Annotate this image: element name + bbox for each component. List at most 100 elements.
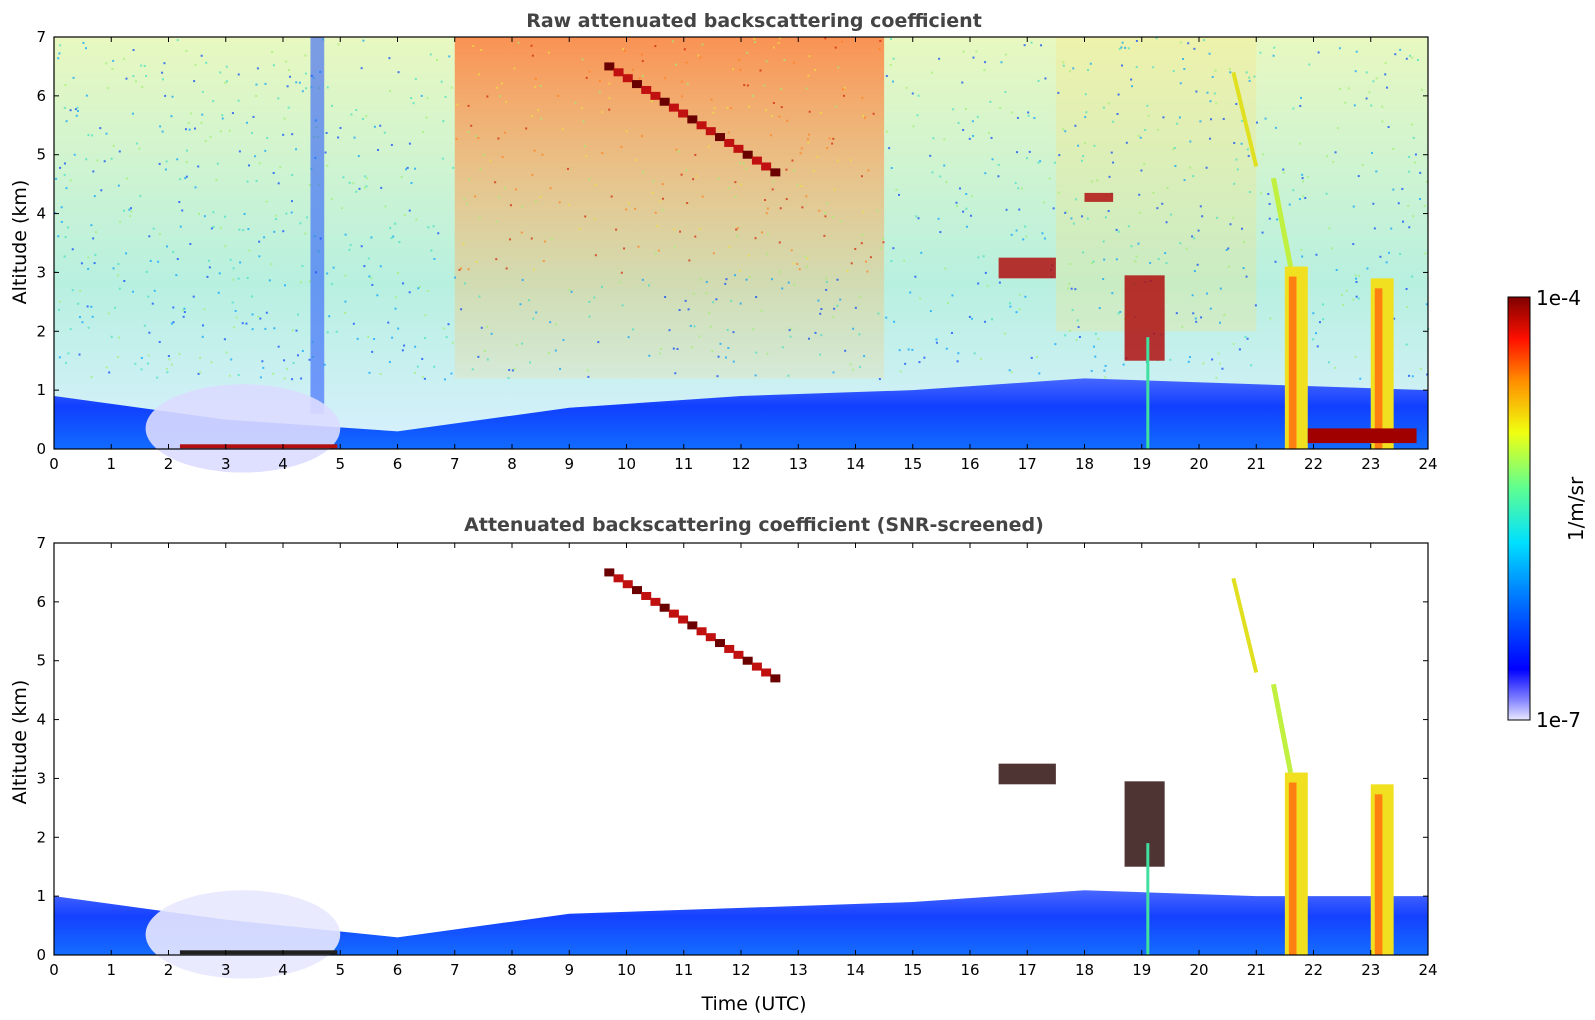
raw-noise-speckle (561, 128, 564, 131)
raw-noise-speckle (246, 276, 249, 279)
raw-noise-speckle (892, 57, 895, 60)
raw-noise-speckle (132, 290, 135, 293)
raw-noise-speckle (355, 190, 358, 193)
raw-noise-speckle (1043, 237, 1046, 240)
raw-noise-speckle (288, 75, 291, 78)
raw-x-tick-label: 14 (846, 455, 865, 473)
raw-noise-speckle (1192, 175, 1195, 178)
raw-noise-speckle (869, 256, 872, 259)
snr-cirrus-cell (696, 627, 707, 636)
raw-noise-speckle (1250, 364, 1253, 367)
raw-noise-speckle (285, 60, 288, 63)
raw-noise-speckle (779, 270, 782, 273)
raw-noise-speckle (766, 352, 769, 355)
raw-noise-speckle (1193, 47, 1196, 50)
snr-cirrus-cell (705, 633, 716, 642)
raw-backscatter-panel: 0 1 2 3 4 5 6 7 8 9 10 11 12 13 14 15 16 17 18 19 20 21 22 23 24… (9, 10, 1438, 473)
raw-noise-speckle (507, 377, 510, 380)
snr-x-tick-label: 16 (960, 961, 979, 979)
raw-x-tick-label: 7 (450, 455, 460, 473)
raw-noise-speckle (1405, 57, 1408, 60)
raw-cirrus-cell (751, 156, 762, 165)
snr-cirrus-cell (678, 615, 689, 624)
raw-noise-speckle (504, 187, 507, 190)
raw-noise-speckle (210, 361, 213, 364)
raw-noise-speckle (63, 173, 66, 176)
raw-noise-speckle (520, 231, 523, 234)
raw-noise-speckle (819, 312, 822, 315)
raw-noise-speckle (203, 308, 206, 311)
snr-x-tick-label: 7 (450, 961, 460, 979)
raw-noise-speckle (539, 84, 542, 87)
raw-noise-speckle (143, 324, 146, 327)
raw-noise-speckle (165, 160, 168, 163)
raw-noise-speckle (861, 96, 864, 99)
raw-noise-speckle (1397, 202, 1400, 205)
raw-noise-speckle (376, 148, 379, 151)
raw-noise-speckle (1359, 377, 1362, 380)
raw-noise-speckle (291, 133, 294, 136)
raw-noise-speckle (511, 369, 514, 372)
raw-noise-speckle (172, 250, 175, 253)
raw-noise-speckle (1033, 117, 1036, 120)
raw-noise-speckle (1064, 130, 1067, 133)
raw-noise-speckle (1003, 332, 1006, 335)
raw-noise-speckle (1301, 177, 1304, 180)
raw-noise-speckle (229, 258, 232, 261)
raw-noise-speckle (265, 200, 268, 203)
raw-noise-speckle (408, 209, 411, 212)
raw-noise-speckle (283, 359, 286, 362)
raw-noise-speckle (1090, 262, 1093, 265)
raw-noise-speckle (1179, 82, 1182, 85)
raw-noise-speckle (1292, 107, 1295, 110)
raw-noise-speckle (237, 73, 240, 76)
raw-noise-speckle (1152, 66, 1155, 69)
raw-noise-speckle (495, 220, 498, 223)
raw-noise-speckle (1004, 91, 1007, 94)
raw-noise-speckle (1117, 93, 1120, 96)
raw-noise-speckle (204, 140, 207, 143)
raw-noise-speckle (1273, 46, 1276, 49)
raw-noise-speckle (765, 60, 768, 63)
raw-noise-speckle (680, 80, 683, 83)
raw-cirrus-cell (613, 68, 624, 77)
raw-noise-speckle (237, 374, 240, 377)
snr-y-tick-label: 6 (36, 593, 46, 611)
raw-noise-speckle (1140, 169, 1143, 172)
raw-noise-speckle (300, 377, 303, 380)
raw-noise-speckle (872, 112, 875, 115)
raw-noise-speckle (790, 327, 793, 330)
raw-noise-speckle (748, 275, 751, 278)
raw-noise-speckle (1062, 64, 1065, 67)
raw-noise-column (310, 37, 325, 414)
raw-noise-speckle (73, 153, 76, 156)
raw-noise-speckle (805, 195, 808, 198)
raw-noise-speckle (283, 117, 286, 120)
raw-noise-speckle (587, 375, 590, 378)
raw-noise-speckle (296, 354, 299, 357)
raw-noise-speckle (1189, 166, 1192, 169)
raw-noise-speckle (588, 70, 591, 73)
raw-noise-speckle (462, 243, 465, 246)
raw-noise-speckle (58, 300, 61, 303)
raw-noise-speckle (505, 100, 508, 103)
raw-noise-speckle (225, 80, 228, 83)
raw-noise-speckle (221, 114, 224, 117)
raw-noise-speckle (509, 204, 512, 207)
raw-noise-speckle (808, 55, 811, 58)
raw-noise-speckle (621, 304, 624, 307)
raw-noise-speckle (258, 240, 261, 243)
raw-noise-speckle (335, 330, 338, 333)
raw-noise-speckle (970, 317, 973, 320)
raw-noise-speckle (75, 114, 78, 117)
raw-noise-speckle (1044, 77, 1047, 80)
raw-noise-speckle (549, 321, 552, 324)
raw-noise-speckle (943, 164, 946, 167)
raw-noise-speckle (671, 40, 674, 43)
raw-noise-speckle (357, 155, 360, 158)
raw-noise-speckle (350, 113, 353, 116)
raw-noise-speckle (344, 274, 347, 277)
raw-noise-speckle (882, 241, 885, 244)
raw-noise-speckle (625, 208, 628, 211)
